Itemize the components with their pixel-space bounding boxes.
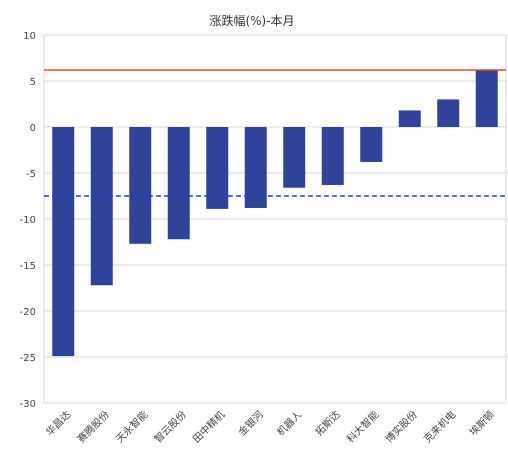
x-tick-label: 田中精机 bbox=[190, 408, 227, 445]
y-tick-label: -20 bbox=[20, 307, 36, 318]
bar bbox=[283, 127, 306, 188]
x-tick-label: 机器人 bbox=[274, 408, 304, 438]
bar bbox=[437, 99, 460, 127]
bar bbox=[244, 127, 267, 208]
bars bbox=[52, 69, 498, 357]
chart-title: 涨跌幅(%)-本月 bbox=[209, 13, 294, 28]
bar bbox=[52, 127, 75, 357]
y-axis: -30 -25 -20 -15 -10 -5 0 5 10 bbox=[20, 31, 36, 410]
bar bbox=[475, 69, 498, 127]
bar bbox=[321, 127, 344, 185]
x-tick-label: 科大智能 bbox=[344, 408, 381, 445]
y-tick-label: -5 bbox=[26, 169, 36, 180]
bar bbox=[360, 127, 383, 162]
x-tick-label: 金银河 bbox=[235, 408, 265, 438]
y-tick-label: 5 bbox=[30, 77, 36, 88]
y-tick-label: 0 bbox=[30, 123, 36, 134]
bar bbox=[206, 127, 229, 209]
x-tick-label: 拓斯达 bbox=[312, 408, 342, 438]
y-tick-label: -10 bbox=[20, 215, 36, 226]
bar bbox=[398, 110, 421, 127]
bar bbox=[167, 127, 190, 240]
x-tick-label: 华昌达 bbox=[43, 408, 73, 438]
x-axis: 华昌达 赛腾股份 天永智能 智云股份 田中精机 金银河 机器人 拓斯达 科大智能 博实股份 克来机电… bbox=[43, 408, 497, 445]
x-tick-label: 天永智能 bbox=[113, 408, 150, 445]
reference-lines bbox=[44, 69, 506, 197]
x-tick-label: 埃斯顿 bbox=[466, 408, 496, 438]
x-tick-label: 智云股份 bbox=[151, 408, 188, 445]
x-tick-label: 克来机电 bbox=[421, 408, 458, 445]
y-tick-label: -15 bbox=[20, 261, 36, 272]
x-tick-label: 博实股份 bbox=[382, 408, 419, 445]
y-tick-label: -25 bbox=[20, 353, 36, 364]
bar bbox=[90, 127, 113, 286]
x-tick-label: 赛腾股份 bbox=[74, 408, 111, 445]
y-tick-label: 10 bbox=[23, 31, 36, 42]
y-tick-label: -30 bbox=[20, 399, 36, 410]
grid-lines bbox=[43, 34, 507, 404]
bar bbox=[129, 127, 152, 244]
